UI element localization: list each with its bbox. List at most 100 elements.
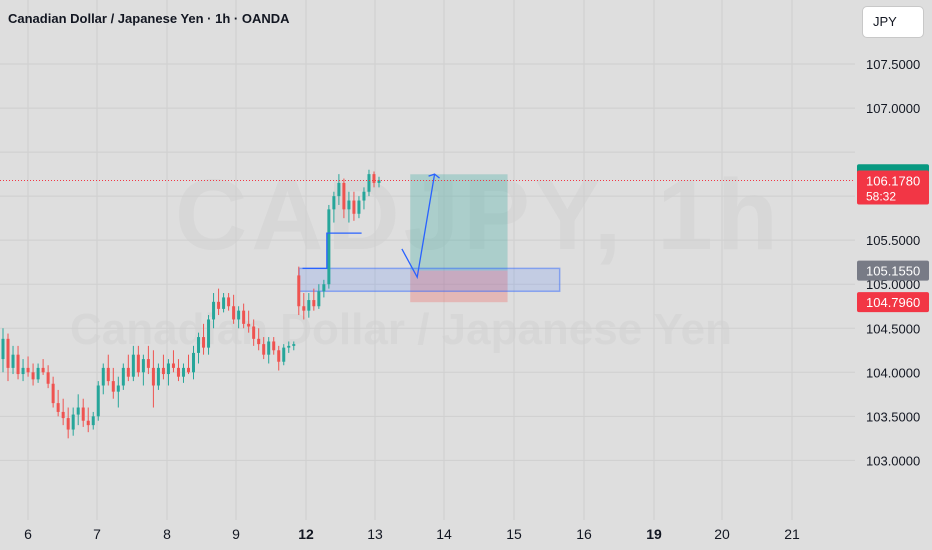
price-axis-label: 103.0000 bbox=[866, 453, 920, 468]
candle-body bbox=[327, 209, 331, 285]
candle-body bbox=[176, 367, 180, 377]
candle-body bbox=[317, 291, 321, 307]
candle-body bbox=[242, 310, 246, 324]
time-axis-label: 13 bbox=[367, 526, 383, 542]
candle-body bbox=[222, 297, 226, 309]
price-axis-label: 104.0000 bbox=[866, 365, 920, 380]
price-label-stop bbox=[857, 292, 929, 313]
time-axis-label: 12 bbox=[298, 526, 314, 542]
currency-button[interactable]: JPY bbox=[862, 6, 924, 38]
candle-body bbox=[257, 338, 261, 345]
candle-body bbox=[6, 338, 10, 368]
time-axis-label: 9 bbox=[232, 526, 240, 542]
candle-body bbox=[357, 200, 361, 214]
candle-body bbox=[227, 297, 231, 307]
candle-body bbox=[71, 414, 75, 430]
candle-body bbox=[377, 180, 381, 183]
candle-body bbox=[337, 182, 341, 197]
price-axis-label: 104.5000 bbox=[866, 321, 920, 336]
candle-body bbox=[141, 359, 145, 373]
candle-body bbox=[156, 367, 160, 386]
candle-body bbox=[207, 319, 211, 348]
price-label-last-price bbox=[857, 170, 929, 205]
price-axis-label: 107.5000 bbox=[866, 57, 920, 72]
candle-body bbox=[41, 367, 45, 373]
candle-body bbox=[192, 352, 196, 373]
candle-body bbox=[1, 338, 5, 360]
candle-body bbox=[101, 367, 105, 386]
candle-body bbox=[66, 418, 70, 430]
candle-body bbox=[86, 420, 90, 426]
candle-body bbox=[111, 381, 115, 392]
candle-body bbox=[292, 344, 296, 346]
structure-drawing bbox=[302, 232, 362, 270]
candle-body bbox=[161, 367, 165, 375]
time-axis-label: 16 bbox=[576, 526, 592, 542]
candle-body bbox=[217, 301, 221, 309]
candle-body bbox=[262, 344, 266, 355]
candle-body bbox=[106, 367, 110, 382]
chart-title: Canadian Dollar / Japanese Yen · 1h · OA… bbox=[8, 11, 290, 26]
candle-body bbox=[252, 326, 256, 339]
candle-body bbox=[21, 367, 25, 375]
candle-body bbox=[181, 367, 185, 377]
candle-body bbox=[197, 337, 201, 353]
candle-body bbox=[171, 363, 175, 368]
time-axis-label: 8 bbox=[163, 526, 171, 542]
position-target-zone bbox=[410, 174, 508, 271]
candle-body bbox=[307, 300, 311, 311]
time-axis-label: 6 bbox=[24, 526, 32, 542]
candle-body bbox=[36, 367, 40, 380]
candle-body bbox=[247, 323, 251, 327]
time-axis-label: 14 bbox=[436, 526, 452, 542]
candle-body bbox=[342, 182, 346, 210]
price-label-text-entry: 105.1550 bbox=[866, 264, 920, 279]
candle-body bbox=[362, 191, 366, 201]
grid bbox=[0, 0, 855, 520]
candle-body bbox=[312, 300, 316, 307]
time-axis-label: 15 bbox=[506, 526, 522, 542]
candle-body bbox=[116, 385, 120, 392]
price-axis-label: 105.5000 bbox=[866, 233, 920, 248]
price-axis-label: 103.5000 bbox=[866, 409, 920, 424]
position-stop-zone bbox=[410, 270, 508, 303]
candle-body bbox=[96, 385, 100, 417]
candles bbox=[1, 169, 381, 439]
candle-body bbox=[322, 284, 326, 292]
candle-body bbox=[51, 383, 55, 404]
projection-arrow-head bbox=[428, 173, 440, 179]
candle-body bbox=[347, 200, 351, 210]
candle-body bbox=[16, 354, 20, 375]
candle-body bbox=[186, 367, 190, 373]
time-axis-label: 20 bbox=[714, 526, 730, 542]
price-label-entry bbox=[857, 260, 929, 281]
countdown-text: 58:32 bbox=[866, 189, 896, 203]
candle-body bbox=[367, 174, 371, 192]
candle-body bbox=[232, 306, 236, 320]
candle-body bbox=[131, 354, 135, 377]
candle-body bbox=[166, 363, 170, 375]
candle-body bbox=[297, 275, 301, 307]
time-axis-label: 19 bbox=[646, 526, 662, 542]
demand-zone bbox=[298, 267, 561, 293]
candle-body bbox=[352, 200, 356, 214]
price-axis-label: 107.0000 bbox=[866, 101, 920, 116]
time-axis-label: 7 bbox=[93, 526, 101, 542]
candle-body bbox=[332, 196, 336, 210]
candle-body bbox=[267, 341, 271, 355]
candle-body bbox=[287, 345, 291, 348]
candle-body bbox=[46, 372, 50, 384]
candle-body bbox=[26, 367, 30, 373]
candle-body bbox=[282, 347, 286, 362]
price-label-text-last-price: 106.1780 bbox=[866, 173, 920, 188]
candle-body bbox=[56, 403, 60, 412]
candle-body bbox=[11, 354, 15, 368]
candle-body bbox=[31, 372, 35, 380]
candle-body bbox=[372, 174, 376, 183]
description-watermark: Canadian Dollar / Japanese Yen bbox=[70, 305, 732, 354]
projection-arrow bbox=[401, 174, 436, 280]
candle-body bbox=[126, 367, 130, 377]
price-label-text-stop: 104.7960 bbox=[866, 295, 920, 310]
